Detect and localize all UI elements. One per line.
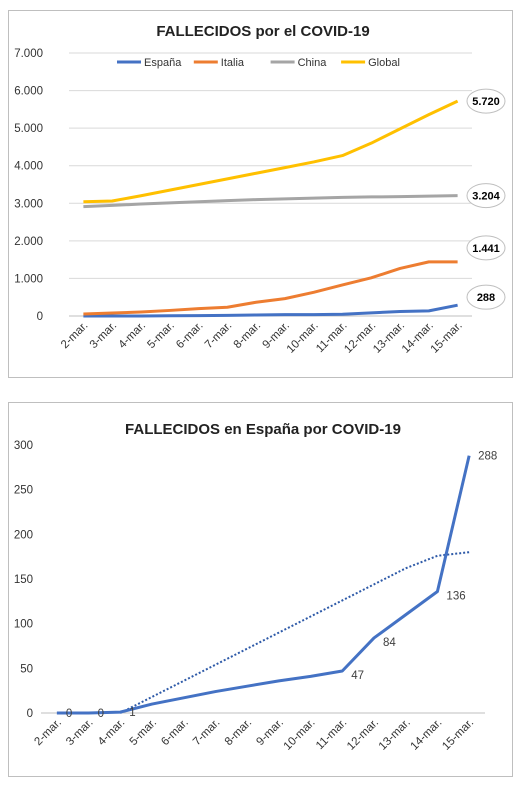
data-label: 0 xyxy=(98,708,104,720)
callout-label: 288 xyxy=(477,292,495,304)
callout-label: 1.441 xyxy=(472,243,500,255)
series-line-global xyxy=(83,99,459,204)
y-tick-label: 6.000 xyxy=(14,86,43,98)
x-tick-label: 10-mar. xyxy=(282,717,318,753)
x-tick-label: 10-mar. xyxy=(285,320,321,356)
chart-panel-world: FALLECIDOS por el COVID-19 0 1.000 2.000 3.0… xyxy=(8,10,513,378)
legend-label: Italia xyxy=(221,57,245,69)
trendline xyxy=(119,551,470,714)
y-tick-label: 1.000 xyxy=(14,273,43,285)
x-tick-label: 13-mar. xyxy=(377,717,413,753)
callout-label: 5.720 xyxy=(472,96,500,108)
callout-bubble xyxy=(466,235,506,261)
chart-title: FALLECIDOS por el COVID-19 xyxy=(156,23,369,40)
legend-label: España xyxy=(144,57,182,69)
callout-bubble xyxy=(466,183,506,209)
y-tick-label: 100 xyxy=(14,619,33,631)
x-tick-label: 8-mar. xyxy=(232,320,264,352)
y-tick-label: 50 xyxy=(20,663,33,675)
x-tick-label: 12-mar. xyxy=(345,717,381,753)
y-tick-label: 4.000 xyxy=(14,161,43,173)
x-tick-label: 2-mar. xyxy=(59,320,91,352)
y-tick-label: 3.000 xyxy=(14,198,43,210)
x-tick-label: 3-mar. xyxy=(88,320,120,352)
callout-bubble xyxy=(466,284,506,310)
world-deaths-chart: FALLECIDOS por el COVID-19 0 1.000 2.000 3.0… xyxy=(14,23,506,356)
y-tick-label: 150 xyxy=(14,574,33,586)
x-tick-label: 6-mar. xyxy=(159,717,191,749)
x-tick-label: 14-mar. xyxy=(408,717,444,753)
series-line-0 xyxy=(56,455,471,715)
x-tick-label: 4-mar. xyxy=(96,717,128,749)
legend-label: Global xyxy=(368,57,400,69)
data-label: 288 xyxy=(478,451,497,463)
series-line-españa xyxy=(83,303,458,318)
chart-title: FALLECIDOS en España por COVID-19 xyxy=(125,421,401,438)
data-label: 84 xyxy=(383,637,396,649)
data-label: 0 xyxy=(66,708,72,720)
x-tick-label: 15-mar. xyxy=(429,320,465,356)
x-tick-label: 11-mar. xyxy=(314,717,349,752)
x-tick-label: 6-mar. xyxy=(174,320,206,352)
x-tick-label: 5-mar. xyxy=(128,717,160,749)
spain-deaths-chart: FALLECIDOS en España por COVID-190501001… xyxy=(14,421,498,753)
y-tick-label: 300 xyxy=(14,440,33,452)
callout-bubble xyxy=(466,88,506,114)
y-tick-label: 5.000 xyxy=(14,123,43,135)
data-label: 136 xyxy=(446,591,465,603)
series-line-italia xyxy=(83,260,458,316)
x-tick-label: 8-mar. xyxy=(223,717,255,749)
x-tick-label: 2-mar. xyxy=(32,717,64,749)
data-label: 47 xyxy=(351,670,364,682)
chart-panel-spain: FALLECIDOS en España por COVID-19 0 50 100 1… xyxy=(8,402,513,777)
series-line-china xyxy=(83,194,458,209)
x-tick-label: 15-mar. xyxy=(440,717,476,753)
x-tick-label: 7-mar. xyxy=(203,320,235,352)
y-tick-label: 7.000 xyxy=(14,48,43,60)
x-tick-label: 5-mar. xyxy=(145,320,177,352)
legend-label: China xyxy=(298,57,328,69)
y-tick-label: 0 xyxy=(37,311,43,323)
x-tick-label: 7-mar. xyxy=(191,717,223,749)
x-tick-label: 4-mar. xyxy=(117,320,149,352)
y-tick-label: 200 xyxy=(14,529,33,541)
y-tick-label: 2.000 xyxy=(14,236,43,248)
y-tick-label: 250 xyxy=(14,485,33,497)
y-tick-label: 0 xyxy=(27,708,33,720)
x-tick-label: 3-mar. xyxy=(64,717,96,749)
callout-label: 3.204 xyxy=(472,191,500,203)
data-label: 1 xyxy=(129,707,135,719)
